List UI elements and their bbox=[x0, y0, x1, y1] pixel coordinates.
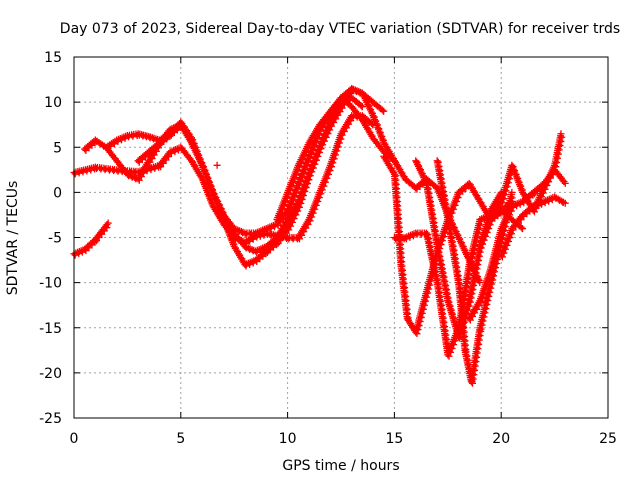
data-point bbox=[561, 179, 569, 187]
series-track-13 bbox=[497, 193, 569, 261]
series-track-5 bbox=[134, 94, 398, 238]
series-track-1 bbox=[70, 219, 112, 259]
x-tick-label: 20 bbox=[492, 431, 510, 447]
data-point bbox=[558, 133, 566, 141]
data-point bbox=[380, 107, 388, 115]
y-tick-label: -20 bbox=[39, 366, 62, 382]
y-tick-label: -10 bbox=[39, 276, 62, 292]
x-tick-label: 0 bbox=[70, 431, 79, 447]
data-point bbox=[390, 157, 398, 165]
series-track-9 bbox=[412, 157, 505, 342]
series-isolated bbox=[213, 161, 221, 169]
data-point bbox=[561, 199, 569, 207]
data-point bbox=[104, 219, 112, 227]
data-point bbox=[378, 106, 386, 114]
series-track-12 bbox=[476, 130, 566, 252]
y-tick-label: -15 bbox=[39, 321, 62, 337]
chart-title: Day 073 of 2023, Sidereal Day-to-day VTE… bbox=[60, 21, 620, 37]
x-tick-label: 15 bbox=[385, 431, 403, 447]
y-axis-label: SDTVAR / TECUs bbox=[5, 181, 21, 296]
data-point bbox=[519, 224, 527, 232]
y-tick-label: 0 bbox=[53, 185, 62, 201]
y-tick-label: -25 bbox=[39, 411, 62, 427]
y-tick-label: 5 bbox=[53, 140, 62, 156]
y-tick-label: 10 bbox=[44, 95, 62, 111]
data-point bbox=[517, 223, 525, 231]
data-point bbox=[103, 221, 111, 229]
x-tick-label: 5 bbox=[176, 431, 185, 447]
x-axis-label: GPS time / hours bbox=[282, 458, 399, 474]
series-track-6 bbox=[273, 94, 366, 225]
x-tick-label: 25 bbox=[599, 431, 617, 447]
y-tick-label: -5 bbox=[48, 231, 62, 247]
data-point bbox=[357, 101, 365, 109]
tick-layer: 0 5 10 15 20 25 15 10 5 0 -5 -10 -15 -20 -25 bbox=[39, 50, 617, 447]
data-point bbox=[557, 130, 565, 138]
data-point bbox=[358, 103, 366, 111]
x-tick-label: 10 bbox=[279, 431, 297, 447]
data-point bbox=[389, 155, 397, 163]
y-tick-label: 15 bbox=[44, 50, 62, 66]
data-point bbox=[213, 161, 221, 169]
data-point bbox=[476, 279, 484, 287]
data-point bbox=[508, 188, 516, 196]
series-layer bbox=[70, 85, 569, 387]
